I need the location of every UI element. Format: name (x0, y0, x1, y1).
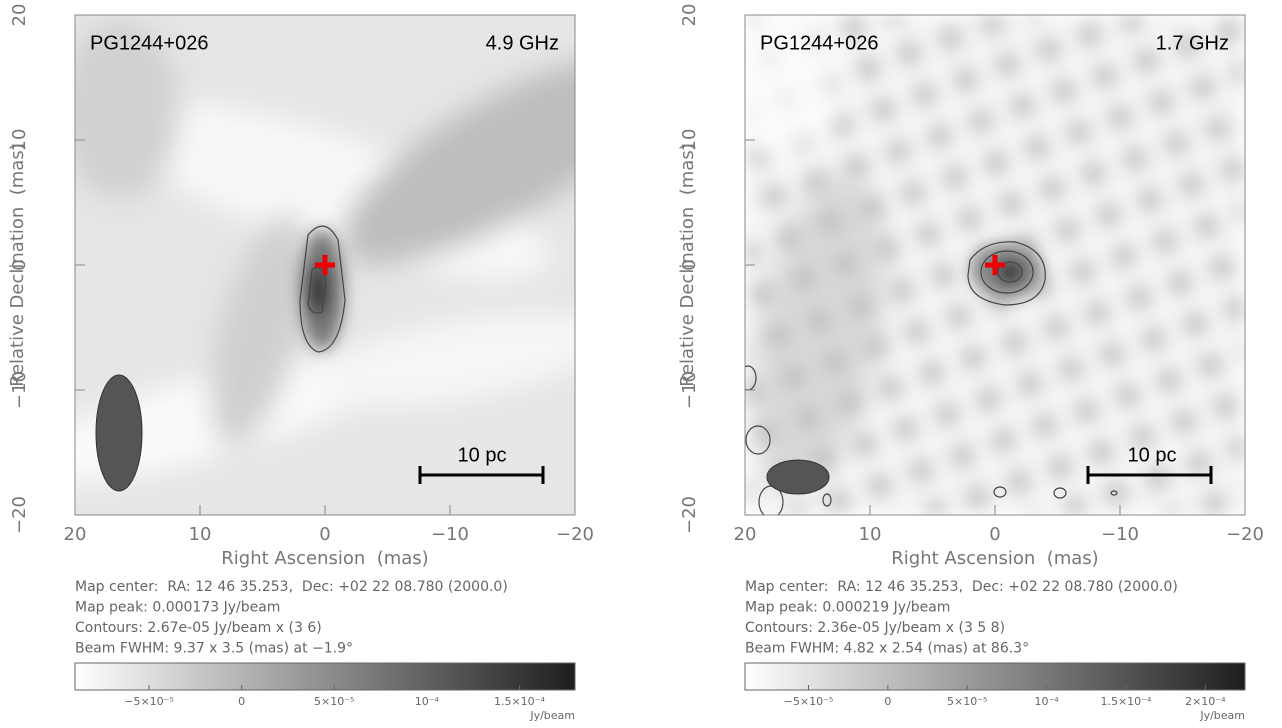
colorbar-tick-label: 0 (238, 695, 245, 708)
x-tick-label: 0 (319, 524, 330, 545)
y-tick-label: −20 (9, 496, 30, 534)
y-tick-label: 20 (679, 4, 700, 27)
y-tick-label: −10 (9, 371, 30, 409)
x-tick-label: −10 (1101, 524, 1139, 545)
x-tick-label: −20 (1226, 524, 1264, 545)
colorbar-tick-label: 10⁻⁴ (415, 695, 440, 708)
colorbar-tick-label: −5×10⁻⁵ (784, 695, 834, 708)
map-note: Map peak: 0.000219 Jy/beam (745, 600, 950, 616)
scale-bar-label: 10 pc (1128, 444, 1177, 466)
colorbar-tick-label: 1.5×10⁻⁴ (494, 695, 546, 708)
map-note: Map center: RA: 12 46 35.253, Dec: +02 2… (745, 579, 1178, 595)
y-tick-label: 0 (9, 259, 30, 270)
map-note: Beam FWHM: 9.37 x 3.5 (mas) at −1.9° (75, 641, 353, 657)
x-tick-label: −20 (556, 524, 594, 545)
x-tick-label: −10 (431, 524, 469, 545)
x-tick-label: 10 (859, 524, 882, 545)
y-tick-label: 0 (679, 259, 700, 270)
colorbar-tick-label: 0 (884, 695, 891, 708)
y-tick-label: 20 (9, 4, 30, 27)
x-tick-label: 0 (989, 524, 1000, 545)
colorbar-tick-label: 10⁻⁴ (1034, 695, 1059, 708)
source-label: PG1244+026 (760, 32, 878, 54)
x-tick-label: 20 (64, 524, 87, 545)
colorbar-tick-label: 2×10⁻⁴ (1185, 695, 1226, 708)
colorbar-tick-label: −5×10⁻⁵ (124, 695, 174, 708)
map-note: Map center: RA: 12 46 35.253, Dec: +02 2… (75, 579, 508, 595)
map-image (75, 15, 575, 515)
y-axis-title: Relative Declination (mas) (677, 143, 698, 387)
colorbar (74, 662, 576, 691)
y-tick-label: −10 (679, 371, 700, 409)
colorbar-unit: Jy/beam (1199, 709, 1245, 722)
map-note: Beam FWHM: 4.82 x 2.54 (mas) at 86.3° (745, 641, 1029, 657)
colorbar-tick-label: 1.5×10⁻⁴ (1100, 695, 1152, 708)
y-tick-label: 10 (9, 129, 30, 152)
map-image (745, 15, 1245, 515)
colorbar-unit: Jy/beam (529, 709, 575, 722)
y-tick-label: 10 (679, 129, 700, 152)
y-tick-label: −20 (679, 496, 700, 534)
frequency-label: 1.7 GHz (1156, 32, 1229, 54)
source-label: PG1244+026 (90, 32, 208, 54)
colorbar-tick-label: 5×10⁻⁵ (314, 695, 354, 708)
map-note: Contours: 2.36e-05 Jy/beam x (3 5 8) (745, 620, 1005, 636)
map-note: Map peak: 0.000173 Jy/beam (75, 600, 280, 616)
colorbar (744, 662, 1246, 691)
map-note: Contours: 2.67e-05 Jy/beam x (3 6) (75, 620, 322, 636)
x-tick-label: 10 (189, 524, 212, 545)
scale-bar-label: 10 pc (458, 444, 507, 466)
frequency-label: 4.9 GHz (486, 32, 559, 54)
colorbar-tick-label: 5×10⁻⁵ (947, 695, 987, 708)
y-axis-title: Relative Declination (mas) (7, 143, 28, 387)
x-axis-title: Right Ascension (mas) (221, 548, 428, 569)
x-axis-title: Right Ascension (mas) (891, 548, 1098, 569)
x-tick-label: 20 (734, 524, 757, 545)
